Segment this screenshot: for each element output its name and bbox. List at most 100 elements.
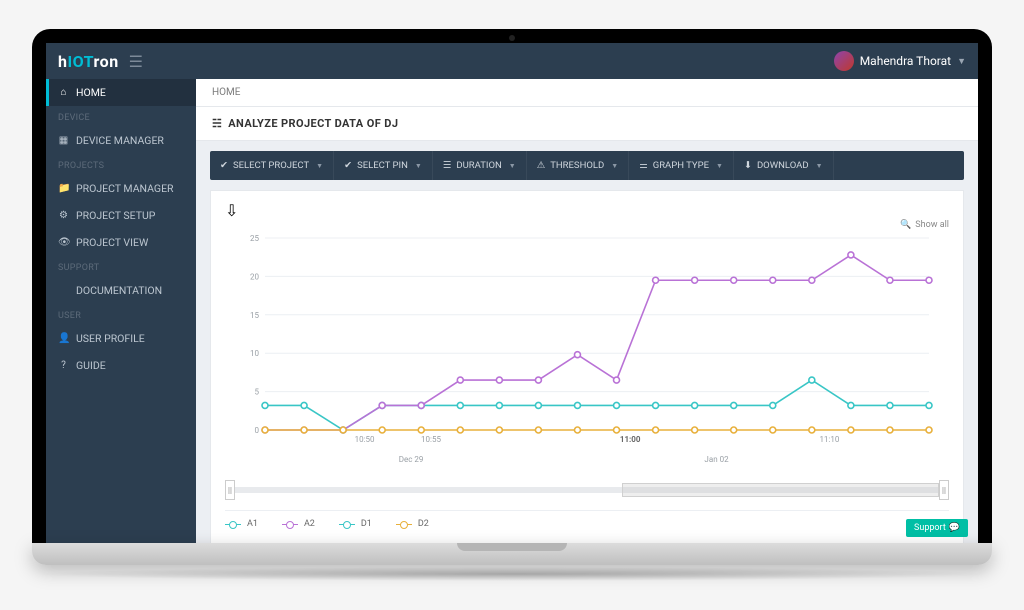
caret-down-icon: ▼ [716, 162, 723, 170]
sidebar-icon: ⚙ [58, 210, 69, 221]
sidebar-item[interactable]: ⌂HOME [46, 79, 196, 106]
svg-text:5: 5 [255, 388, 260, 397]
topbar: hIOTron ☰ Mahendra Thorat ▼ [46, 43, 978, 79]
legend-swatch [396, 524, 412, 525]
sidebar-item[interactable]: ▦ DEVICE MANAGER [46, 127, 196, 154]
legend-item[interactable]: A1 [225, 519, 258, 529]
sidebar-icon: 📁 [58, 183, 69, 194]
sidebar-label: PROJECT VIEW [76, 236, 148, 249]
svg-text:10:50: 10:50 [355, 435, 375, 444]
user-name: Mahendra Thorat [860, 54, 951, 68]
brand-accent: IOT [67, 52, 93, 71]
svg-text:11:10: 11:10 [819, 435, 839, 444]
sidebar-item[interactable]: DOCUMENTATION [46, 277, 196, 304]
laptop-frame: hIOTron ☰ Mahendra Thorat ▼ ⌂HOMEDEVICE▦… [32, 29, 992, 581]
sidebar-item[interactable]: ?GUIDE [46, 352, 196, 379]
svg-text:Dec 29: Dec 29 [399, 455, 424, 464]
caret-down-icon: ▼ [316, 162, 323, 170]
toolbar-icon: ⚠ [537, 160, 546, 171]
toolbar-button[interactable]: ⚠THRESHOLD▼ [527, 151, 629, 180]
sidebar-heading: SUPPORT [46, 256, 196, 277]
nav-handle-right[interactable]: || [939, 480, 949, 500]
sidebar-item[interactable]: 👤 USER PROFILE [46, 325, 196, 352]
legend-label: D1 [361, 519, 372, 529]
svg-text:15: 15 [250, 311, 259, 320]
sidebar-heading: DEVICE [46, 106, 196, 127]
legend-swatch [225, 524, 241, 525]
sidebar-label: GUIDE [76, 359, 106, 372]
chart-navigator[interactable]: || || [225, 480, 949, 500]
svg-text:Jan 02: Jan 02 [704, 455, 729, 464]
legend-item[interactable]: D2 [396, 519, 429, 529]
toolbar-button[interactable]: ☰ DURATION ▼ [433, 151, 527, 180]
brand-logo[interactable]: hIOTron [58, 52, 119, 71]
toolbar-label: SELECT PROJECT [233, 160, 309, 171]
sidebar-label: DOCUMENTATION [76, 284, 162, 297]
sidebar-item[interactable]: 👁 PROJECT VIEW [46, 229, 196, 256]
sidebar-icon: 👤 [58, 333, 69, 344]
legend-label: D2 [418, 519, 429, 529]
sidebar: ⌂HOMEDEVICE▦DEVICE MANAGERPROJECTS📁PROJE… [46, 79, 196, 543]
panel-title-text: ANALYZE PROJECT DATA OF DJ [228, 117, 398, 130]
caret-down-icon: ▼ [816, 162, 823, 170]
sidebar-label: USER PROFILE [76, 332, 145, 345]
toolbar-icon: ☰ [443, 160, 452, 171]
brand-block: hIOTron ☰ [58, 52, 143, 71]
sidebar-icon: 👁 [58, 237, 69, 248]
chart-toolbar: ✔SELECT PROJECT▼✔SELECT PIN▼☰DURATION▼⚠T… [210, 151, 964, 180]
show-all-link[interactable]: Show all [915, 220, 949, 230]
toolbar-icon: ⚌ [639, 160, 648, 171]
sidebar-label: PROJECT MANAGER [76, 182, 174, 195]
sidebar-item[interactable]: ⚙ PROJECT SETUP [46, 202, 196, 229]
legend-item[interactable]: A2 [282, 519, 315, 529]
toolbar-label: GRAPH TYPE [653, 160, 709, 171]
toolbar-button[interactable]: ✔SELECT PIN▼ [334, 151, 433, 180]
legend-swatch [339, 524, 355, 525]
sidebar-label: DEVICE MANAGER [76, 134, 164, 147]
legend-swatch [282, 524, 298, 525]
nav-track[interactable] [235, 487, 939, 493]
chevron-down-icon: ▼ [957, 56, 966, 67]
brand-suffix: ron [94, 52, 119, 71]
legend-item[interactable]: D1 [339, 519, 372, 529]
svg-text:10:55: 10:55 [421, 435, 441, 444]
svg-text:20: 20 [250, 272, 259, 281]
laptop-shadow [32, 567, 992, 581]
chart-download-icon[interactable]: ⇩ [225, 201, 238, 220]
toolbar-label: SELECT PIN [357, 160, 408, 171]
nav-handle-left[interactable]: || [225, 480, 235, 500]
toolbar-icon: ✔ [220, 160, 228, 171]
svg-text:10: 10 [250, 349, 259, 358]
toolbar-label: DURATION [456, 160, 501, 171]
laptop-base [32, 543, 992, 565]
toolbar-label: DOWNLOAD [757, 160, 809, 171]
app-viewport: hIOTron ☰ Mahendra Thorat ▼ ⌂HOMEDEVICE▦… [46, 43, 978, 543]
support-label: Support [914, 523, 946, 533]
sidebar-icon: ⌂ [58, 87, 69, 98]
caret-down-icon: ▼ [611, 162, 618, 170]
svg-text:0: 0 [255, 426, 260, 435]
toolbar-button[interactable]: ⬇DOWNLOAD▼ [734, 151, 834, 180]
caret-down-icon: ▼ [509, 162, 516, 170]
nav-selection[interactable] [622, 483, 939, 497]
sidebar-icon: ▦ [58, 135, 69, 146]
chart-card: ⇩ 🔍 Show all 051015202510:5010:5511:0011… [210, 190, 964, 543]
support-button[interactable]: Support 💬 [906, 519, 968, 537]
body: ⌂HOMEDEVICE▦DEVICE MANAGERPROJECTS📁PROJE… [46, 79, 978, 543]
chart-legend: A1 A2 D1 D2 [225, 510, 949, 529]
sidebar-item[interactable]: 📁 PROJECT MANAGER [46, 175, 196, 202]
magnify-icon[interactable]: 🔍 [900, 220, 911, 230]
line-chart: 051015202510:5010:5511:0011:10Dec 29Jan … [225, 232, 949, 472]
sliders-icon: ☵ [212, 117, 222, 130]
legend-label: A1 [247, 519, 258, 529]
user-menu[interactable]: Mahendra Thorat ▼ [834, 51, 966, 71]
toolbar-button[interactable]: ⚌ GRAPH TYPE ▼ [629, 151, 734, 180]
sidebar-label: PROJECT SETUP [76, 209, 155, 222]
svg-text:25: 25 [250, 234, 259, 243]
chat-icon: 💬 [949, 523, 960, 533]
toolbar-button[interactable]: ✔ SELECT PROJECT ▼ [210, 151, 334, 180]
breadcrumb: HOME [196, 79, 978, 107]
sidebar-heading: USER [46, 304, 196, 325]
toolbar-icon: ✔ [344, 160, 352, 171]
hamburger-icon[interactable]: ☰ [129, 52, 143, 71]
